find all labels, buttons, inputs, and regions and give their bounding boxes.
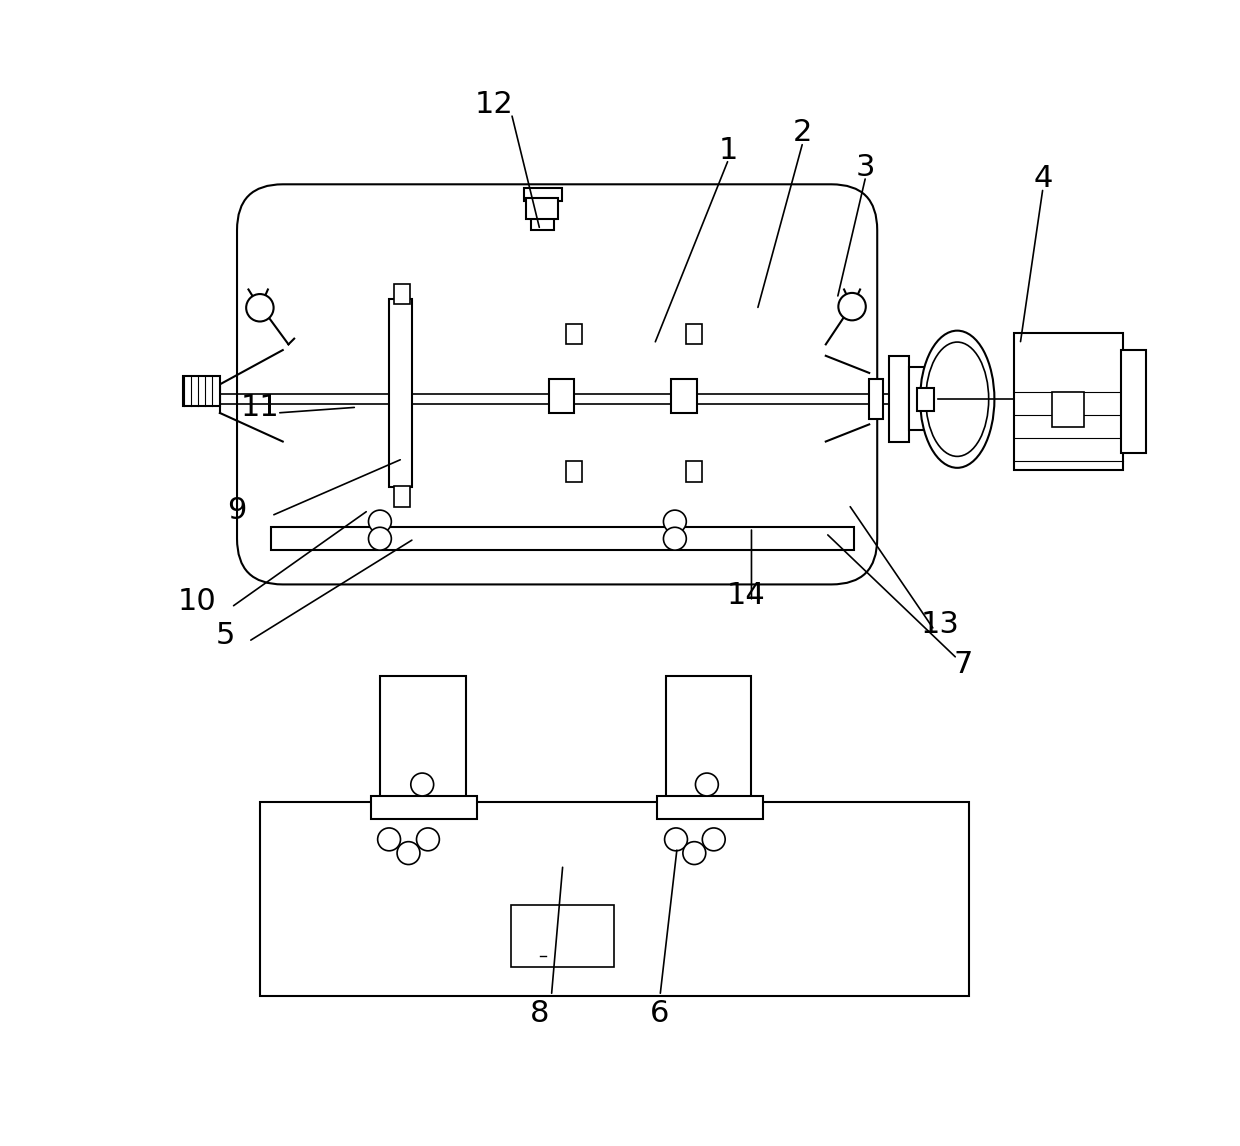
Bar bbox=[371, 796, 477, 818]
Bar bbox=[393, 486, 409, 507]
Bar bbox=[567, 461, 583, 481]
Circle shape bbox=[368, 510, 392, 533]
Bar bbox=[549, 378, 574, 413]
Text: 6: 6 bbox=[650, 998, 670, 1028]
Circle shape bbox=[663, 527, 686, 550]
Bar bbox=[379, 676, 466, 808]
Text: 14: 14 bbox=[727, 581, 765, 611]
Bar bbox=[1052, 392, 1084, 426]
Bar bbox=[567, 324, 583, 344]
Bar bbox=[918, 387, 935, 410]
Bar bbox=[869, 378, 883, 418]
FancyBboxPatch shape bbox=[237, 185, 877, 584]
Circle shape bbox=[247, 295, 274, 322]
Circle shape bbox=[683, 841, 706, 864]
Text: 5: 5 bbox=[216, 621, 236, 651]
Circle shape bbox=[838, 293, 866, 321]
Bar bbox=[657, 796, 763, 818]
Circle shape bbox=[696, 774, 718, 796]
Bar bbox=[260, 802, 968, 996]
Circle shape bbox=[397, 841, 420, 864]
Text: 9: 9 bbox=[227, 495, 247, 525]
Bar bbox=[909, 367, 937, 430]
Bar bbox=[686, 324, 702, 344]
Bar bbox=[686, 461, 702, 481]
Text: 1: 1 bbox=[719, 135, 738, 165]
Text: 12: 12 bbox=[475, 89, 513, 119]
Bar bbox=[889, 355, 909, 441]
Text: 3: 3 bbox=[856, 152, 875, 182]
Bar bbox=[671, 378, 697, 413]
Bar bbox=[272, 527, 854, 550]
Text: 13: 13 bbox=[920, 610, 960, 639]
Circle shape bbox=[702, 827, 725, 850]
Circle shape bbox=[410, 774, 434, 796]
Text: 7: 7 bbox=[954, 650, 972, 678]
Ellipse shape bbox=[920, 331, 994, 468]
Text: 8: 8 bbox=[531, 998, 549, 1028]
Circle shape bbox=[378, 827, 401, 850]
Bar bbox=[511, 904, 614, 967]
Bar bbox=[531, 196, 554, 230]
Bar bbox=[389, 299, 412, 487]
Circle shape bbox=[663, 510, 686, 533]
Bar bbox=[1121, 350, 1146, 453]
Circle shape bbox=[665, 827, 687, 850]
Ellipse shape bbox=[926, 342, 988, 456]
Bar bbox=[666, 676, 751, 808]
Circle shape bbox=[368, 527, 392, 550]
Bar bbox=[1014, 333, 1123, 470]
Text: 2: 2 bbox=[794, 118, 812, 148]
Bar bbox=[525, 188, 562, 202]
Text: 11: 11 bbox=[241, 393, 279, 422]
Bar bbox=[184, 376, 219, 406]
Circle shape bbox=[417, 827, 439, 850]
Bar bbox=[393, 284, 409, 305]
Text: 10: 10 bbox=[177, 587, 217, 617]
Bar bbox=[526, 198, 558, 219]
Text: 4: 4 bbox=[1033, 164, 1053, 193]
